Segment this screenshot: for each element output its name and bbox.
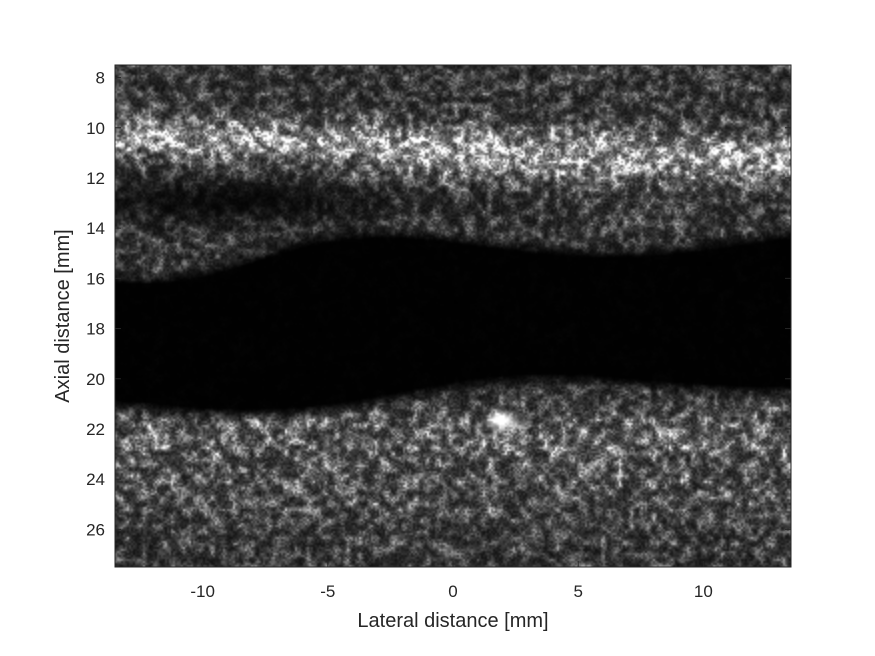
x-tick-label: 10 bbox=[694, 582, 713, 601]
x-tick-label: -10 bbox=[190, 582, 215, 601]
y-tick-label: 18 bbox=[86, 320, 105, 339]
ultrasound-image bbox=[115, 65, 791, 567]
x-axis-label: Lateral distance [mm] bbox=[357, 610, 548, 632]
y-tick-label: 12 bbox=[86, 169, 105, 188]
y-tick-label: 26 bbox=[86, 520, 105, 539]
x-tick-label: 0 bbox=[448, 582, 457, 601]
y-axis-label: Axial distance [mm] bbox=[52, 229, 74, 402]
x-axis-ticks: -10 -5 0 5 10 bbox=[190, 65, 713, 601]
y-tick-label: 14 bbox=[86, 219, 105, 238]
speckle-texture bbox=[115, 65, 791, 567]
y-tick-label: 16 bbox=[86, 269, 105, 288]
y-tick-label: 8 bbox=[96, 69, 105, 88]
y-axis-ticks: 8 10 12 14 16 18 20 22 24 26 bbox=[86, 69, 791, 539]
y-tick-label: 24 bbox=[86, 470, 105, 489]
x-tick-label: 5 bbox=[573, 582, 582, 601]
y-tick-label: 22 bbox=[86, 420, 105, 439]
x-tick-label: -5 bbox=[320, 582, 335, 601]
y-tick-label: 20 bbox=[86, 370, 105, 389]
y-tick-label: 10 bbox=[86, 119, 105, 138]
